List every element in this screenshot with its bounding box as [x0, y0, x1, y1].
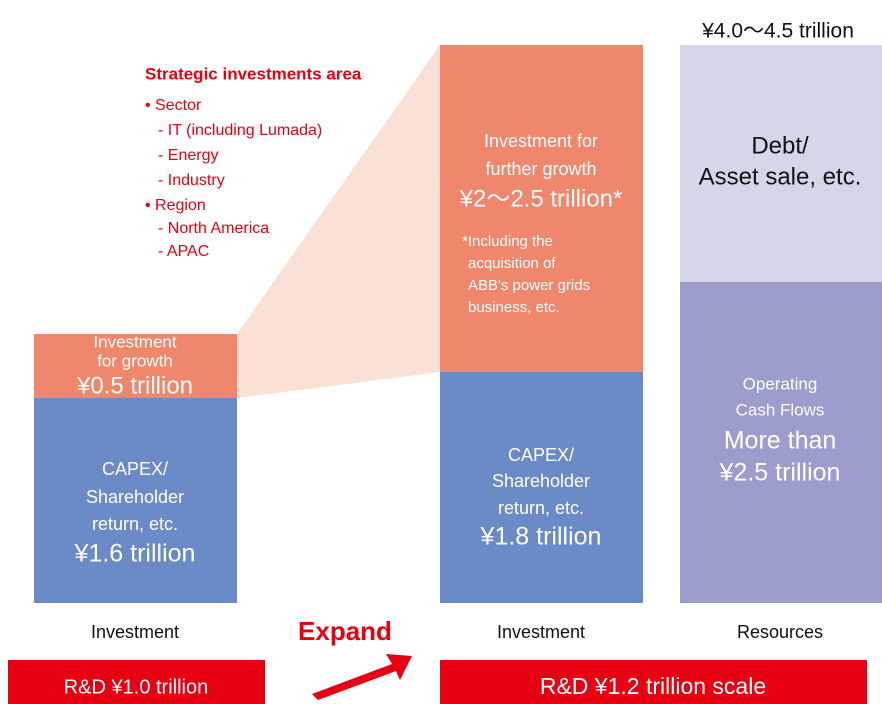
- middle-capex-text: return, etc.: [498, 498, 584, 518]
- strategic-item: • Region: [145, 197, 206, 214]
- column-label: Investment: [91, 622, 179, 642]
- middle-growth-box: [440, 45, 643, 372]
- total-label: ¥4.0〜4.5 trillion: [701, 20, 854, 43]
- left-capex-box: [34, 398, 237, 603]
- expand-arrow: [312, 654, 412, 700]
- middle-capex-text: Shareholder: [492, 471, 590, 491]
- rd-label: R&D ¥1.0 trillion: [64, 676, 209, 698]
- middle-growth-text: ¥2〜2.5 trillion*: [459, 185, 623, 212]
- debt-text: Asset sale, etc.: [699, 163, 862, 190]
- left-capex-text: ¥1.6 trillion: [74, 540, 196, 568]
- middle-capex-box: [440, 372, 643, 603]
- middle-rd-box: [440, 660, 867, 704]
- middle-growth-text: further growth: [485, 159, 596, 179]
- left-capex-text: Shareholder: [86, 487, 184, 507]
- strategic-item: • Sector: [145, 97, 202, 114]
- expansion-fan: [237, 45, 440, 398]
- footnote: acquisition of: [468, 255, 556, 272]
- expand-label: Expand: [298, 616, 392, 646]
- strategic-item: - Energy: [158, 147, 218, 164]
- middle-capex-text: CAPEX/: [508, 445, 574, 465]
- left-growth-text: for growth: [97, 351, 173, 370]
- ocf-text: More than: [724, 427, 837, 455]
- footnote: business, etc.: [468, 299, 560, 316]
- ocf-text: Cash Flows: [736, 400, 825, 419]
- footnote: *Including the: [462, 233, 553, 250]
- debt-box: [680, 45, 882, 282]
- debt-text: Debt/: [751, 132, 809, 159]
- strategic-item: - North America: [158, 220, 269, 237]
- left-growth-text: ¥0.5 trillion: [76, 372, 193, 399]
- ocf-text: ¥2.5 trillion: [719, 459, 841, 487]
- left-capex-text: return, etc.: [92, 514, 178, 534]
- middle-growth-text: Investment for: [484, 131, 598, 151]
- strategic-item: - Industry: [158, 172, 225, 189]
- rd-label: R&D ¥1.2 trillion scale: [540, 673, 766, 699]
- middle-capex-text: ¥1.8 trillion: [480, 523, 602, 551]
- left-growth-text: Investment: [93, 332, 176, 351]
- left-rd-box: [8, 660, 265, 704]
- strategic-item: - IT (including Lumada): [158, 122, 322, 139]
- column-label: Resources: [737, 622, 823, 642]
- ocf-box: [680, 282, 882, 603]
- strategic-item: - APAC: [158, 243, 209, 260]
- column-label: Investment: [497, 622, 585, 642]
- strategic-title: Strategic investments area: [145, 64, 362, 83]
- ocf-text: Operating: [743, 374, 818, 393]
- left-growth-box: [34, 334, 237, 398]
- left-capex-text: CAPEX/: [102, 459, 168, 479]
- footnote: ABB's power grids: [468, 277, 590, 294]
